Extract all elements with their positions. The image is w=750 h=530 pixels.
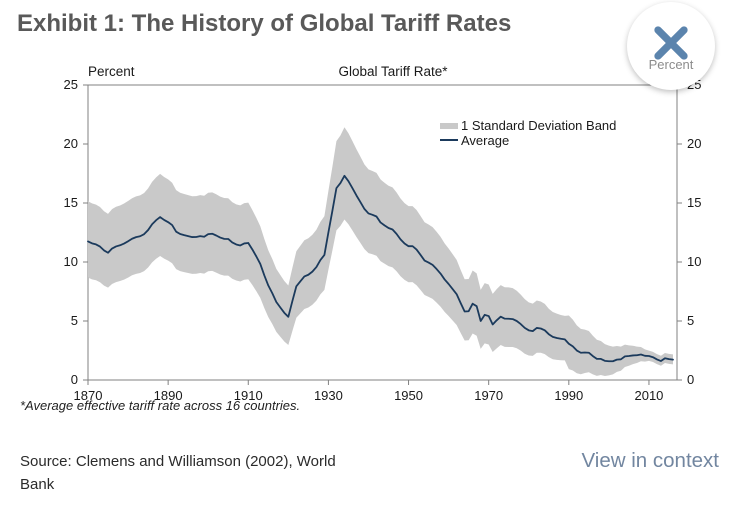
svg-text:10: 10 <box>687 254 701 269</box>
svg-text:5: 5 <box>71 313 78 328</box>
svg-text:0: 0 <box>71 372 78 387</box>
svg-text:Average: Average <box>461 133 509 148</box>
svg-text:1990: 1990 <box>554 388 583 403</box>
svg-text:25: 25 <box>64 77 78 92</box>
svg-text:15: 15 <box>687 195 701 210</box>
svg-text:20: 20 <box>687 136 701 151</box>
svg-text:20: 20 <box>64 136 78 151</box>
svg-text:Percent: Percent <box>88 64 135 79</box>
svg-text:2010: 2010 <box>634 388 663 403</box>
svg-text:0: 0 <box>687 372 694 387</box>
svg-text:Global Tariff Rate*: Global Tariff Rate* <box>338 64 448 79</box>
svg-text:1930: 1930 <box>314 388 343 403</box>
svg-text:1970: 1970 <box>474 388 503 403</box>
svg-text:1 Standard Deviation Band: 1 Standard Deviation Band <box>461 118 616 133</box>
svg-text:5: 5 <box>687 313 694 328</box>
svg-text:1950: 1950 <box>394 388 423 403</box>
svg-text:15: 15 <box>64 195 78 210</box>
svg-text:10: 10 <box>64 254 78 269</box>
